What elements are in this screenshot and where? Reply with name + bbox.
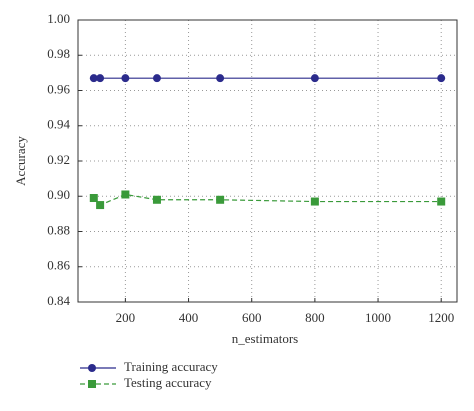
x-tick-label: 800: [305, 310, 325, 325]
data-point: [216, 195, 225, 204]
y-axis-label: Accuracy: [13, 136, 28, 186]
legend-label: Training accuracy: [124, 359, 218, 374]
x-tick-label: 400: [179, 310, 199, 325]
data-point: [96, 201, 105, 210]
x-tick-label: 1200: [428, 310, 454, 325]
y-tick-label: 0.86: [47, 258, 70, 273]
data-point: [216, 74, 225, 83]
x-axis-label: n_estimators: [232, 331, 298, 346]
legend-label: Testing accuracy: [124, 375, 212, 390]
data-point: [121, 190, 130, 199]
y-tick-label: 0.98: [47, 46, 70, 61]
x-tick-label: 1000: [365, 310, 391, 325]
data-point: [89, 74, 98, 83]
data-point: [310, 74, 319, 83]
plot-frame: [77, 19, 458, 303]
y-tick-label: 0.88: [47, 222, 70, 237]
data-point: [121, 74, 130, 83]
y-tick-label: 0.92: [47, 152, 70, 167]
y-tick-label: 0.84: [47, 293, 70, 308]
y-tick-label: 0.94: [47, 117, 70, 132]
x-tick-label: 600: [242, 310, 262, 325]
data-point: [96, 74, 105, 83]
y-tick-label: 1.00: [47, 11, 70, 26]
data-point: [437, 197, 446, 206]
legend-marker: [88, 380, 96, 388]
series-line: [93, 193, 442, 206]
y-tick-label: 0.90: [47, 187, 70, 202]
y-tick-label: 0.96: [47, 81, 70, 96]
data-point: [152, 74, 161, 83]
legend-marker: [88, 364, 96, 372]
data-point: [152, 195, 161, 204]
data-point: [310, 197, 319, 206]
data-point: [89, 194, 98, 203]
x-tick-label: 200: [116, 310, 136, 325]
data-point: [437, 74, 446, 83]
